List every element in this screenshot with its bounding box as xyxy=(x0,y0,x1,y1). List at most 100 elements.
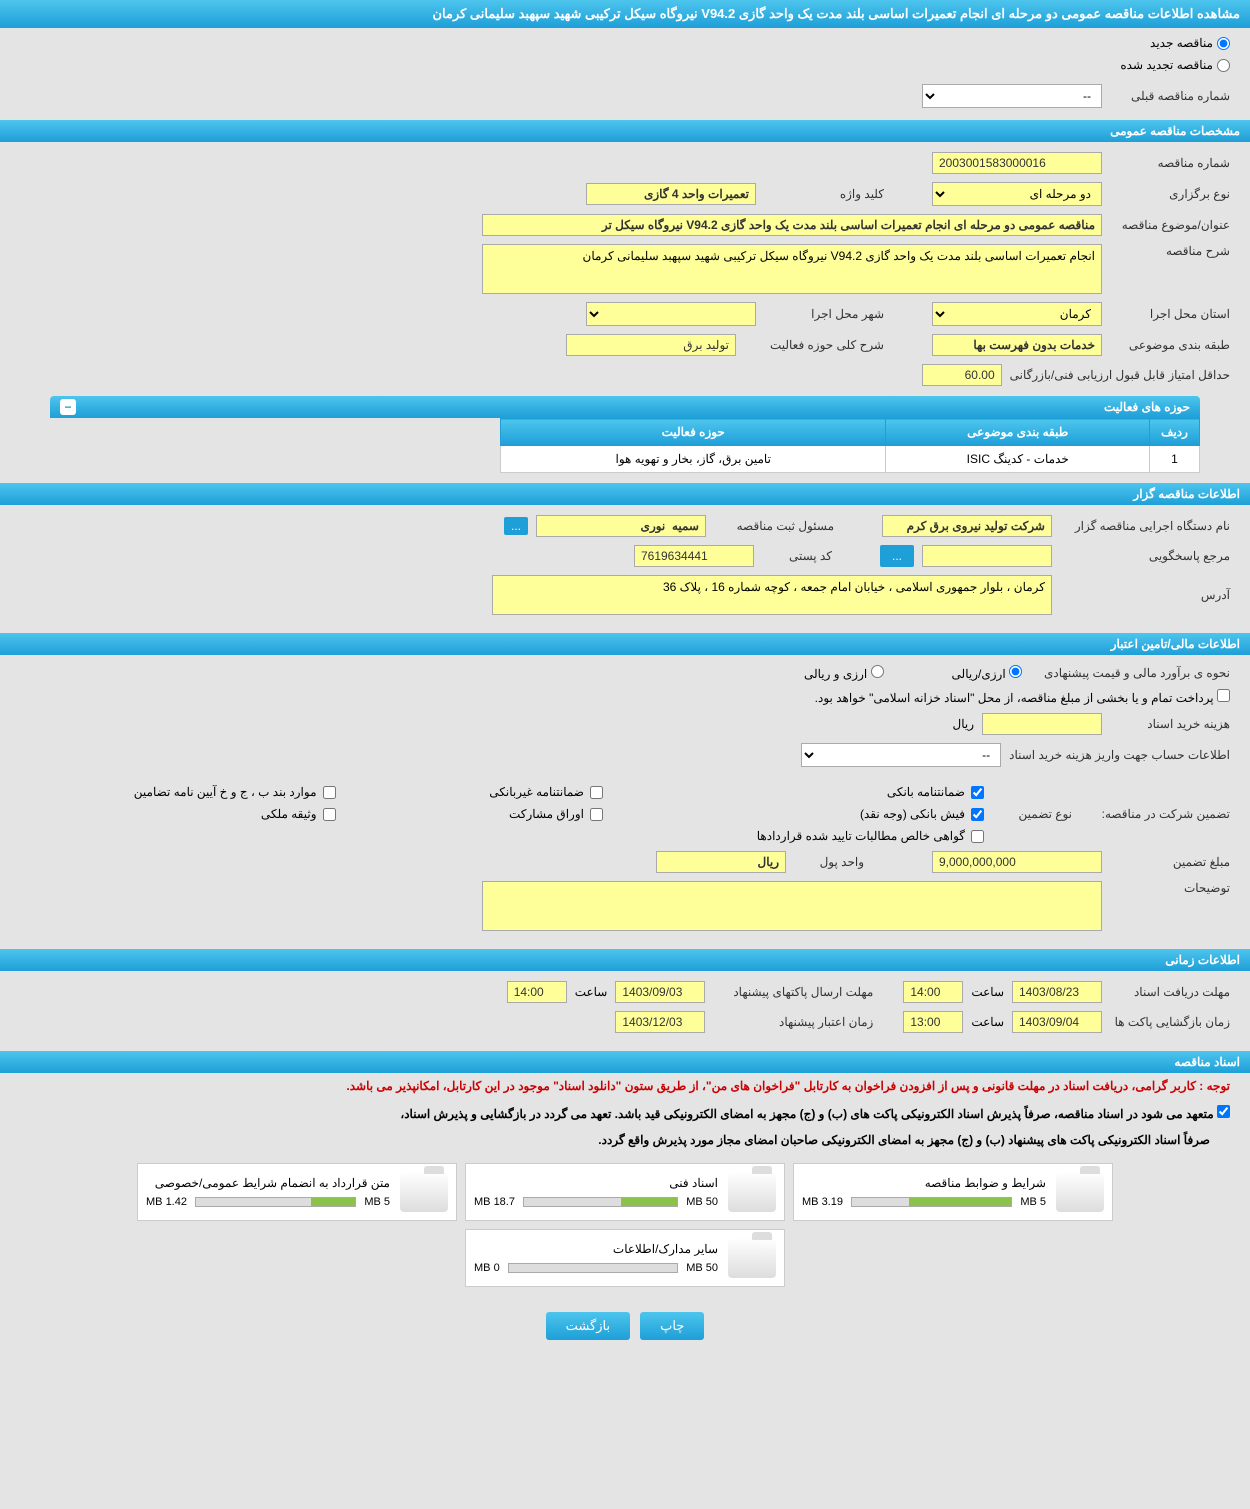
submit-deadline-time[interactable] xyxy=(507,981,567,1003)
cb-g5-input[interactable] xyxy=(590,808,603,821)
radio-arz[interactable]: ارزی و ریالی xyxy=(804,665,884,681)
doc-deadline-date[interactable] xyxy=(1012,981,1102,1003)
min-score-input[interactable] xyxy=(922,364,1002,386)
keyword-input[interactable] xyxy=(586,183,756,205)
opening-label: زمان بازگشایی پاکت ها xyxy=(1110,1015,1230,1029)
prev-tender-row: شماره مناقصه قبلی -- xyxy=(0,80,1250,112)
tender-type-radios-2: مناقصه تجدید شده xyxy=(0,58,1250,80)
page-title: مشاهده اطلاعات مناقصه عمومی دو مرحله ای … xyxy=(0,0,1250,28)
submit-deadline-label: مهلت ارسال پاکتهای پیشنهاد xyxy=(713,985,873,999)
guarantee-amount-label: مبلغ تضمین xyxy=(1110,855,1230,869)
section-timing: اطلاعات زمانی xyxy=(0,949,1250,971)
reg-officer-input[interactable] xyxy=(536,515,706,537)
file-card-1[interactable]: شرایط و ضوابط مناقصه 5 MB 3.19 MB xyxy=(793,1163,1113,1221)
collapse-icon[interactable]: − xyxy=(60,399,76,415)
subject-input[interactable] xyxy=(482,214,1102,236)
opening-date[interactable] xyxy=(1012,1011,1102,1033)
folder-icon xyxy=(728,1172,776,1212)
currency-label: واحد پول xyxy=(794,855,864,869)
cb-g2[interactable]: ضمانتنامه غیربانکی xyxy=(376,785,603,799)
file-card-3[interactable]: متن قرارداد به انضمام شرایط عمومی/خصوصی … xyxy=(137,1163,457,1221)
holding-type-select[interactable]: دو مرحله ای xyxy=(932,182,1102,206)
radio-renewed-tender[interactable]: مناقصه تجدید شده xyxy=(1120,58,1230,72)
holding-type-label: نوع برگزاری xyxy=(1110,187,1230,201)
cb-g7-input[interactable] xyxy=(971,830,984,843)
desc-label: شرح مناقصه xyxy=(1110,244,1230,258)
doc-deadline-time[interactable] xyxy=(903,981,963,1003)
file-used-3: 1.42 MB xyxy=(146,1196,187,1208)
reg-officer-more-button[interactable]: ... xyxy=(504,517,528,535)
cb-g3-label: موارد بند ب ، ج و خ آیین نامه تضامین xyxy=(134,785,317,799)
tender-num-input[interactable] xyxy=(932,152,1102,174)
province-select[interactable]: کرمان xyxy=(932,302,1102,326)
city-select[interactable] xyxy=(586,302,756,326)
radio-new-tender[interactable]: مناقصه جدید xyxy=(1150,36,1230,50)
purchase-cost-input[interactable] xyxy=(982,713,1102,735)
file-card-4[interactable]: سایر مدارک/اطلاعات 50 MB 0 MB xyxy=(465,1229,785,1287)
tender-type-radios: مناقصه جدید xyxy=(0,28,1250,58)
notice-cb[interactable] xyxy=(1217,1105,1230,1118)
purchase-cost-label: هزینه خرید اسناد xyxy=(1110,717,1230,731)
file-title-4: سایر مدارک/اطلاعات xyxy=(474,1242,718,1256)
cb-g6[interactable]: وثیقه ملکی xyxy=(20,807,336,821)
cb-g5[interactable]: اوراق مشارکت xyxy=(376,807,603,821)
desc-textarea[interactable]: انجام تعمیرات اساسی بلند مدت یک واحد گاز… xyxy=(482,244,1102,294)
cell-num: 1 xyxy=(1150,446,1200,473)
submit-deadline-date[interactable] xyxy=(615,981,705,1003)
guarantee-amount-input[interactable] xyxy=(932,851,1102,873)
back-button[interactable]: بازگشت xyxy=(546,1312,630,1340)
file-total-1: 5 MB xyxy=(1020,1196,1046,1208)
radio-rial[interactable]: ارزی/ریالی xyxy=(952,665,1022,681)
keyword-label: کلید واژه xyxy=(764,187,884,201)
currency-input[interactable] xyxy=(656,851,786,873)
activities-title: حوزه های فعالیت xyxy=(1104,400,1190,414)
org-input[interactable] xyxy=(882,515,1052,537)
file-total-4: 50 MB xyxy=(686,1262,718,1274)
treasury-checkbox[interactable]: پرداخت تمام و یا بخشی از مبلغ مناقصه، از… xyxy=(815,689,1230,705)
cb-g4-input[interactable] xyxy=(971,808,984,821)
radio-arz-input[interactable] xyxy=(871,665,884,678)
section-general: مشخصات مناقصه عمومی xyxy=(0,120,1250,142)
print-button[interactable]: چاپ xyxy=(640,1312,704,1340)
radio-arz-label: ارزی و ریالی xyxy=(804,667,867,681)
cb-g1-input[interactable] xyxy=(971,786,984,799)
progress-bar-1 xyxy=(851,1197,1012,1207)
cb-g1[interactable]: ضمانتنامه بانکی xyxy=(643,785,984,799)
radio-renewed-input[interactable] xyxy=(1217,59,1230,72)
account-select[interactable]: -- xyxy=(801,743,1001,767)
validity-date[interactable] xyxy=(615,1011,705,1033)
opening-time[interactable] xyxy=(903,1011,963,1033)
postal-input[interactable] xyxy=(634,545,754,567)
subject-label: عنوان/موضوع مناقصه xyxy=(1110,218,1230,232)
file-used-1: 3.19 MB xyxy=(802,1196,843,1208)
doc-deadline-label: مهلت دریافت اسناد xyxy=(1110,985,1230,999)
cb-g7[interactable]: گواهی خالص مطالبات تایید شده قراردادها xyxy=(643,829,984,843)
black-notice-2: صرفاً اسناد الکترونیکی پاکت های پیشنهاد … xyxy=(0,1127,1250,1153)
cb-g6-input[interactable] xyxy=(323,808,336,821)
treasury-cb-input[interactable] xyxy=(1217,689,1230,702)
cb-g3[interactable]: موارد بند ب ، ج و خ آیین نامه تضامین xyxy=(20,785,336,799)
guarantee-type-label: نوع تضمین xyxy=(992,807,1072,821)
cb-g3-input[interactable] xyxy=(323,786,336,799)
response-input[interactable] xyxy=(922,545,1052,567)
province-label: استان محل اجرا xyxy=(1110,307,1230,321)
col-row: ردیف xyxy=(1150,419,1200,446)
response-label: مرجع پاسخگویی xyxy=(1060,549,1230,563)
radio-new-input[interactable] xyxy=(1217,37,1230,50)
radio-rial-input[interactable] xyxy=(1009,665,1022,678)
cell-category: خدمات - کدینگ ISIC xyxy=(886,446,1150,473)
cb-g4[interactable]: فیش بانکی (وجه نقد) xyxy=(643,807,984,821)
prev-tender-select[interactable]: -- xyxy=(922,84,1102,108)
col-category: طبقه بندی موضوعی xyxy=(886,419,1150,446)
notes-textarea[interactable] xyxy=(482,881,1102,931)
response-dots-button[interactable]: ... xyxy=(880,545,914,567)
file-title-2: اسناد فنی xyxy=(474,1176,718,1190)
cb-g2-input[interactable] xyxy=(590,786,603,799)
address-textarea[interactable]: کرمان ، بلوار جمهوری اسلامی ، خیابان اما… xyxy=(492,575,1052,615)
file-card-2[interactable]: اسناد فنی 50 MB 18.7 MB xyxy=(465,1163,785,1221)
postal-label: کد پستی xyxy=(762,549,832,563)
folder-icon xyxy=(728,1238,776,1278)
category-input[interactable] xyxy=(932,334,1102,356)
radio-rial-label: ارزی/ریالی xyxy=(952,667,1006,681)
activity-desc-input[interactable] xyxy=(566,334,736,356)
